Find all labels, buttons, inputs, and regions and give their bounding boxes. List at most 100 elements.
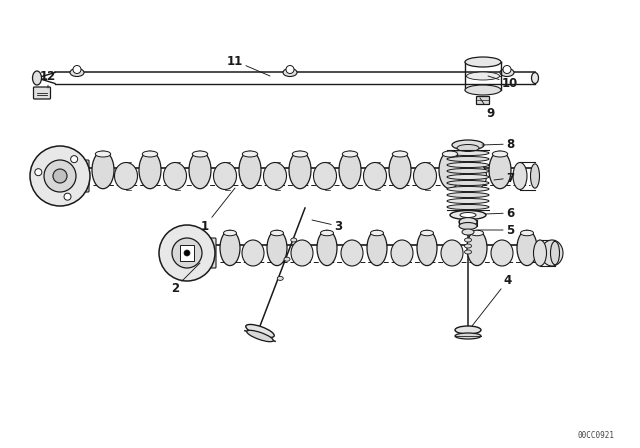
Ellipse shape [267, 230, 287, 266]
Ellipse shape [491, 240, 513, 266]
Ellipse shape [243, 151, 258, 157]
Ellipse shape [447, 163, 489, 168]
Ellipse shape [95, 151, 111, 157]
Ellipse shape [321, 230, 333, 236]
Ellipse shape [142, 151, 157, 157]
Ellipse shape [192, 151, 208, 157]
Ellipse shape [392, 151, 408, 157]
Text: 12: 12 [40, 69, 56, 88]
Ellipse shape [447, 174, 489, 180]
Ellipse shape [452, 140, 484, 150]
Ellipse shape [220, 230, 240, 266]
Circle shape [70, 155, 77, 163]
Ellipse shape [463, 163, 486, 190]
Text: 3: 3 [312, 220, 342, 233]
Text: 1: 1 [201, 188, 235, 233]
Ellipse shape [500, 69, 514, 77]
Ellipse shape [139, 151, 161, 189]
Ellipse shape [292, 151, 308, 157]
Ellipse shape [317, 230, 337, 266]
Ellipse shape [391, 240, 413, 266]
Circle shape [64, 193, 71, 200]
Ellipse shape [442, 151, 458, 157]
Ellipse shape [271, 230, 284, 236]
Ellipse shape [239, 151, 261, 189]
Ellipse shape [520, 230, 534, 236]
Bar [180, 245, 194, 261]
Circle shape [286, 65, 294, 73]
Ellipse shape [513, 163, 527, 190]
Ellipse shape [447, 151, 489, 155]
Ellipse shape [242, 240, 264, 266]
Ellipse shape [417, 230, 437, 266]
Text: 00CC0921: 00CC0921 [578, 431, 615, 440]
Ellipse shape [450, 211, 486, 220]
Ellipse shape [447, 181, 489, 185]
Ellipse shape [283, 69, 297, 77]
Ellipse shape [470, 230, 483, 236]
Ellipse shape [339, 151, 361, 189]
Circle shape [44, 160, 76, 192]
Ellipse shape [534, 240, 547, 266]
Ellipse shape [460, 212, 476, 217]
Ellipse shape [420, 230, 433, 236]
Circle shape [184, 250, 190, 256]
Ellipse shape [459, 223, 477, 229]
Ellipse shape [455, 333, 481, 339]
Text: 11: 11 [227, 55, 270, 76]
Ellipse shape [465, 238, 472, 242]
Ellipse shape [291, 238, 297, 242]
Text: 5: 5 [478, 224, 514, 237]
Ellipse shape [264, 163, 287, 190]
Ellipse shape [314, 163, 337, 190]
Ellipse shape [342, 151, 358, 157]
Ellipse shape [413, 163, 436, 190]
Circle shape [159, 225, 215, 281]
Ellipse shape [447, 186, 489, 192]
Ellipse shape [457, 145, 479, 151]
Ellipse shape [467, 72, 499, 80]
Ellipse shape [467, 230, 487, 266]
Circle shape [503, 65, 511, 73]
Circle shape [35, 169, 42, 176]
Text: 8: 8 [482, 138, 514, 151]
Ellipse shape [492, 151, 508, 157]
Ellipse shape [465, 250, 472, 254]
Text: 10: 10 [488, 76, 518, 90]
Ellipse shape [92, 151, 114, 189]
Ellipse shape [247, 330, 273, 342]
Text: 7: 7 [494, 172, 514, 185]
Ellipse shape [550, 241, 559, 265]
Ellipse shape [289, 151, 311, 189]
Ellipse shape [246, 324, 274, 337]
Ellipse shape [517, 230, 537, 266]
Ellipse shape [163, 163, 186, 190]
Ellipse shape [541, 240, 563, 266]
Circle shape [73, 65, 81, 73]
FancyBboxPatch shape [67, 160, 89, 192]
Ellipse shape [465, 57, 501, 67]
Ellipse shape [115, 163, 138, 190]
Ellipse shape [439, 151, 461, 189]
Ellipse shape [459, 217, 477, 227]
Ellipse shape [223, 230, 237, 236]
Ellipse shape [341, 240, 363, 266]
Ellipse shape [367, 230, 387, 266]
Ellipse shape [284, 257, 290, 261]
Ellipse shape [371, 230, 383, 236]
Ellipse shape [447, 198, 489, 203]
Ellipse shape [455, 326, 481, 334]
Circle shape [30, 146, 90, 206]
Ellipse shape [465, 244, 472, 248]
FancyBboxPatch shape [194, 238, 216, 268]
Text: 6: 6 [485, 207, 514, 220]
Ellipse shape [70, 69, 84, 77]
Ellipse shape [389, 151, 411, 189]
Ellipse shape [214, 163, 237, 190]
Text: 4: 4 [472, 273, 512, 326]
Text: 2: 2 [171, 263, 200, 294]
Circle shape [53, 169, 67, 183]
Ellipse shape [447, 193, 489, 198]
Ellipse shape [291, 240, 313, 266]
Circle shape [172, 238, 202, 268]
